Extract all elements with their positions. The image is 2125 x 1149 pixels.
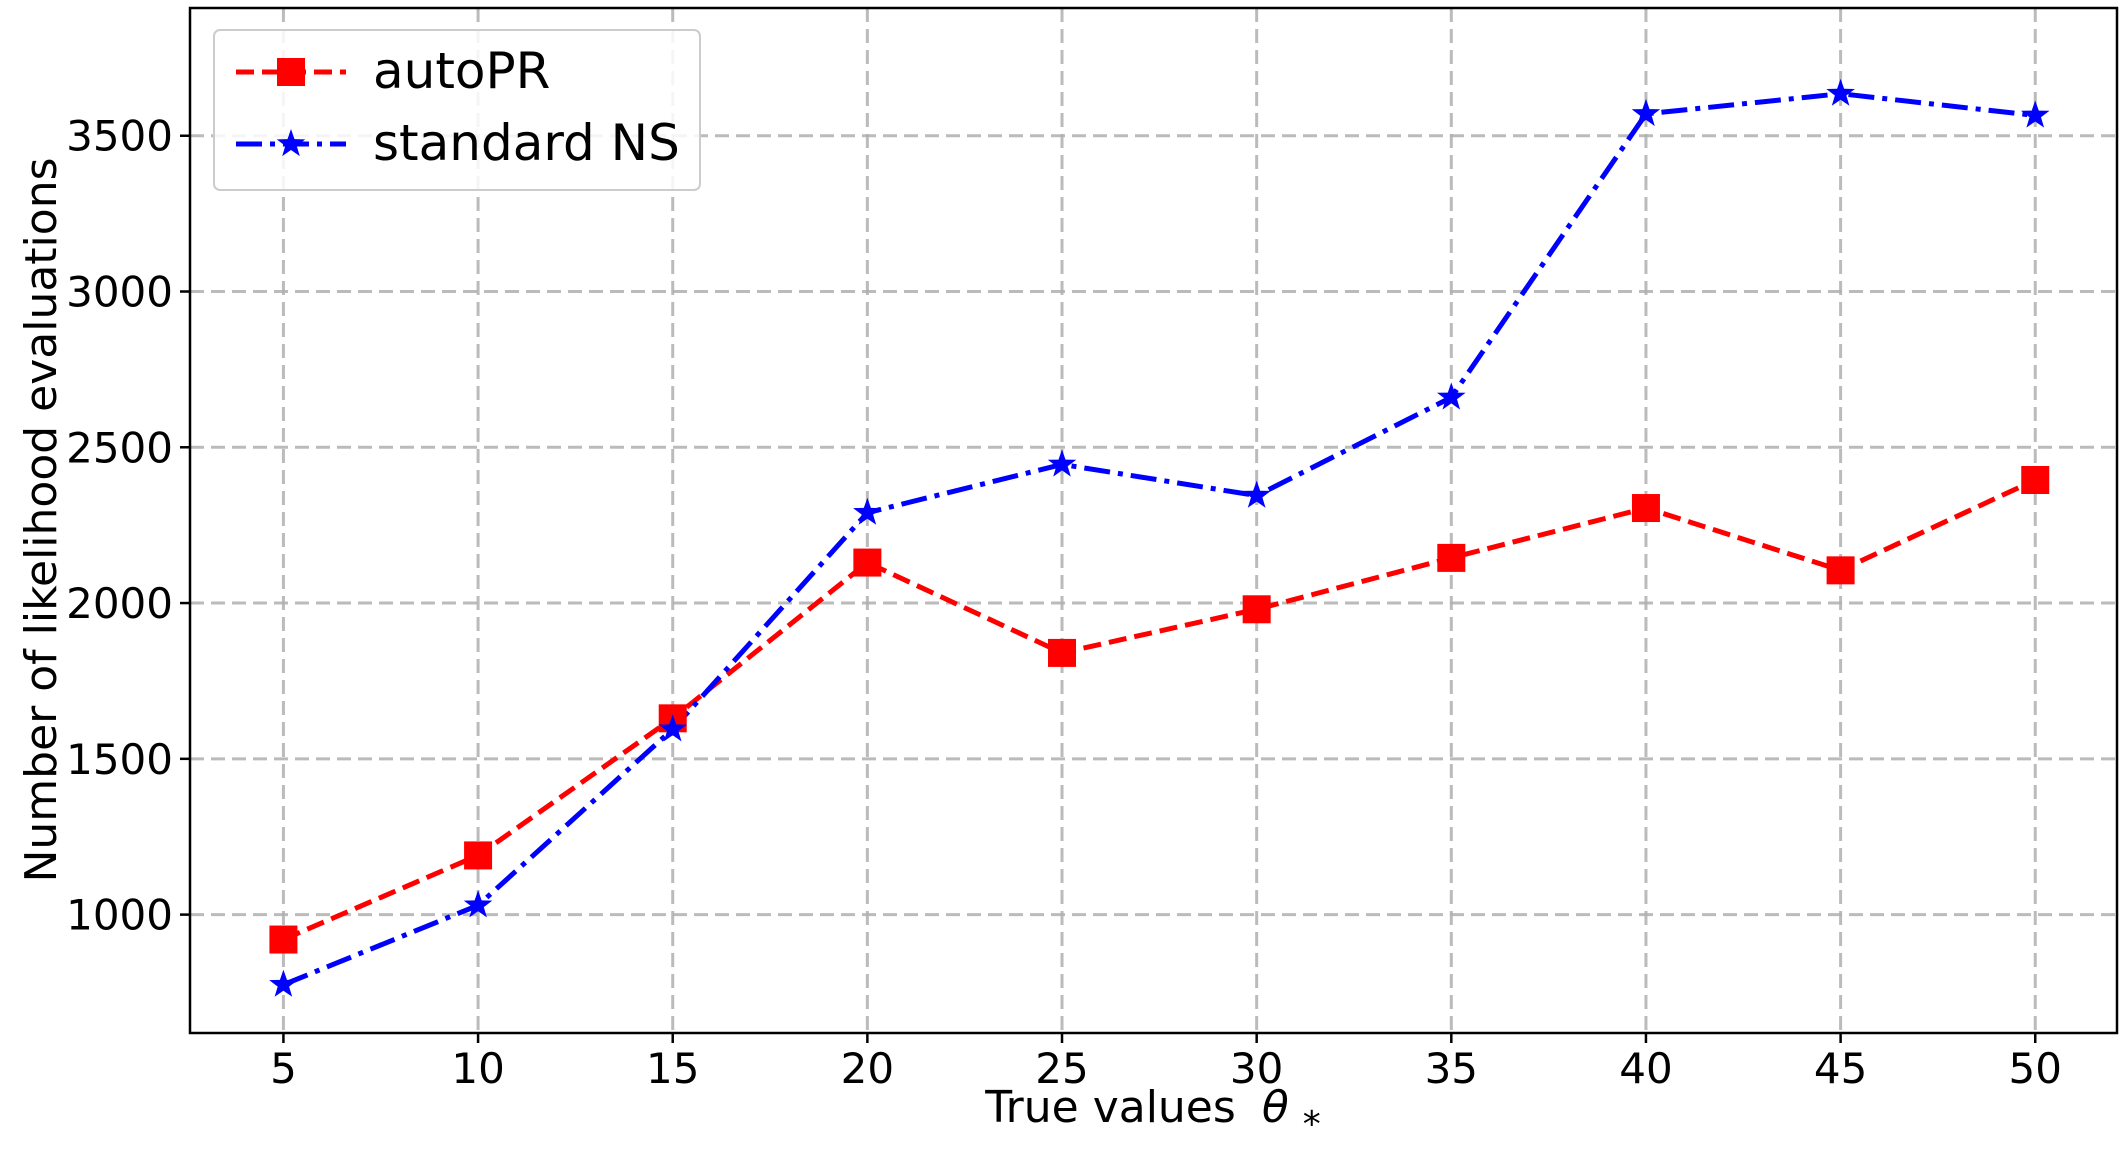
x-axis-label-subscript: *: [1303, 1104, 1321, 1145]
x-tick-label: 25: [1035, 1044, 1088, 1093]
legend-label-autopr: autoPR: [373, 42, 550, 100]
data-point-series-0: [1048, 638, 1077, 667]
legend-items: [236, 58, 346, 157]
y-axis-label: Number of likelihood evaluations: [16, 157, 67, 882]
data-point-series-1: [658, 714, 687, 742]
data-point-series-0: [1437, 543, 1466, 572]
y-tick-label: 2500: [66, 423, 173, 472]
legend-marker-1: [276, 129, 306, 157]
y-axis-ticks: 1000 1500 2000 2500 3000 3500: [66, 112, 190, 940]
data-point-series-0: [464, 841, 493, 870]
x-axis-label: True values θ *: [984, 1082, 1320, 1145]
data-point-series-1: [269, 969, 298, 997]
x-tick-label: 20: [841, 1044, 894, 1093]
y-tick-label: 3500: [66, 112, 173, 161]
x-tick-label: 15: [646, 1044, 699, 1093]
data-point-series-1: [2021, 100, 2050, 128]
data-point-series-1: [463, 890, 493, 918]
data-point-series-1: [1047, 449, 1077, 477]
data-point-series-0: [2021, 465, 2050, 494]
data-point-series-1: [1631, 98, 1661, 127]
x-tick-label: 50: [2009, 1044, 2062, 1093]
legend: autoPR standard NS: [213, 29, 701, 191]
x-axis-label-text: True values: [984, 1082, 1236, 1133]
data-point-series-1: [853, 497, 882, 525]
x-tick-label: 35: [1425, 1044, 1478, 1093]
series-line-1: [282, 91, 2036, 988]
legend-marker-0: [277, 58, 305, 86]
data-point-series-0: [1631, 494, 1660, 523]
x-tick-label: 40: [1619, 1044, 1672, 1093]
legend-label-standard-ns: standard NS: [373, 114, 680, 172]
data-point-series-0: [269, 925, 298, 954]
series-line-0: [282, 477, 2037, 942]
data-point-series-0: [1826, 556, 1855, 585]
x-tick-label: 45: [1814, 1044, 1867, 1093]
plot-frame: [188, 6, 2119, 1035]
y-tick-label: 1000: [66, 891, 173, 940]
data-point-series-0: [853, 548, 882, 577]
x-axis-ticks: 5 10 15 20 25 30 35 40 45 50: [270, 1033, 2062, 1093]
x-axis-label-symbol: θ: [1262, 1082, 1289, 1133]
data-point-series-1: [1826, 78, 1855, 106]
y-tick-label: 2000: [66, 579, 173, 628]
y-tick-label: 3000: [66, 268, 173, 317]
x-tick-label: 5: [270, 1044, 297, 1093]
data-point-series-1: [1242, 480, 1271, 508]
x-tick-label: 30: [1230, 1044, 1283, 1093]
y-tick-label: 1500: [66, 735, 173, 784]
legend-box: [213, 29, 701, 191]
series-layer: [269, 78, 2050, 997]
data-point-series-0: [1242, 595, 1271, 624]
x-tick-label: 10: [451, 1044, 504, 1093]
data-point-series-1: [1437, 382, 1466, 410]
